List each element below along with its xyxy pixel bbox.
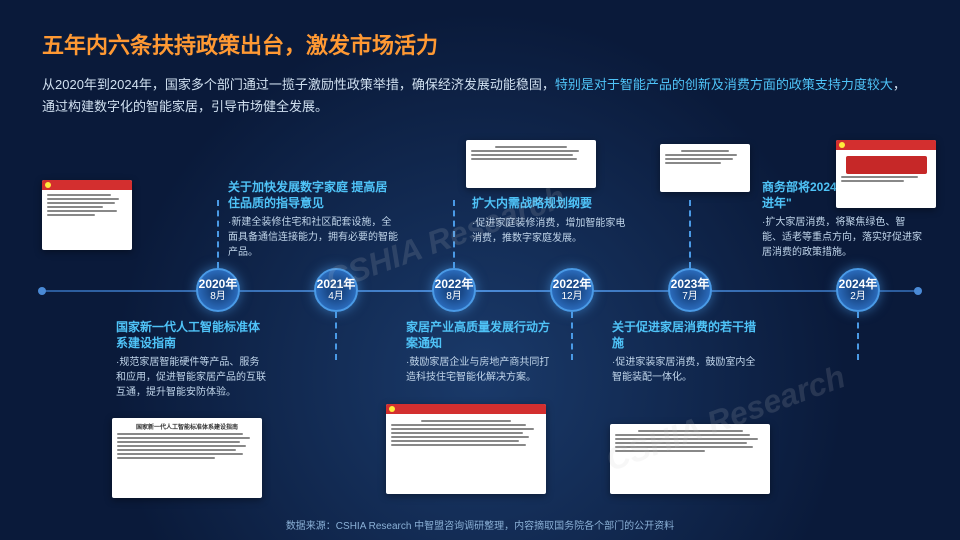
dash: [689, 200, 691, 268]
timeline-axis: [42, 290, 918, 292]
policy-3: 扩大内需战略规划纲要 ·促进家庭装修消费，增加智能家电消费，推数字家庭发展。: [472, 196, 632, 246]
policy-desc: ·规范家居智能硬件等产品、服务和应用，促进智能家居产品的互联互通，提升智能安防体…: [116, 355, 266, 400]
dash: [571, 312, 573, 360]
node-2022-12: 2022年12月: [550, 268, 594, 312]
doc-thumb: [386, 404, 546, 494]
doc-thumb: [42, 180, 132, 250]
policy-title: 家居产业高质量发展行动方案通知: [406, 320, 556, 351]
main-title: 五年内六条扶持政策出台，激发市场活力: [42, 28, 918, 60]
dash: [453, 200, 455, 268]
policy-desc: ·扩大家居消费，将聚焦绿色、智能、适老等重点方向，落实好促进家居消费的政策措施。: [762, 215, 922, 260]
policy-2: 国家新一代人工智能标准体系建设指南 ·规范家居智能硬件等产品、服务和应用，促进智…: [116, 320, 266, 400]
policy-title: 国家新一代人工智能标准体系建设指南: [116, 320, 266, 351]
slide: 五年内六条扶持政策出台，激发市场活力 从2020年到2024年，国家多个部门通过…: [0, 0, 960, 540]
policy-desc: ·促进家装家居消费，鼓励室内全智能装配一体化。: [612, 355, 762, 385]
node-2022-08: 2022年8月: [432, 268, 476, 312]
doc-thumb: [836, 140, 936, 208]
policy-1: 关于加快发展数字家庭 提高居住品质的指导意见 ·新建全装修住宅和社区配套设施，全…: [228, 180, 398, 260]
node-2024-02: 2024年2月: [836, 268, 880, 312]
intro-highlight: 特别是对于智能产品的创新及消费方面的政策支持力度较大: [555, 77, 893, 92]
policy-desc: ·鼓励家居企业与房地产商共同打造科技住宅智能化解决方案。: [406, 355, 556, 385]
node-2021-04: 2021年4月: [314, 268, 358, 312]
footer-source: 数据来源：CSHIA Research 中智盟咨询调研整理，内容摘取国务院各个部…: [0, 517, 960, 532]
intro-p1: 从2020年到2024年，国家多个部门通过一揽子激励性政策举措，确保经济发展动能…: [42, 77, 555, 92]
policy-5: 关于促进家居消费的若干措施 ·促进家装家居消费，鼓励室内全智能装配一体化。: [612, 320, 762, 385]
policy-title: 关于促进家居消费的若干措施: [612, 320, 762, 351]
doc-thumb: 国家新一代人工智能标准体系建设指南: [112, 418, 262, 498]
dash: [857, 312, 859, 360]
dash: [335, 312, 337, 360]
policy-title: 关于加快发展数字家庭 提高居住品质的指导意见: [228, 180, 398, 211]
policy-desc: ·新建全装修住宅和社区配套设施，全面具备通信连接能力，拥有必要的智能产品。: [228, 215, 398, 260]
doc-thumb: [466, 140, 596, 188]
doc-thumb: [660, 144, 750, 192]
node-2020-08: 2020年8月: [196, 268, 240, 312]
node-2023-07: 2023年7月: [668, 268, 712, 312]
dash: [217, 200, 219, 268]
policy-desc: ·促进家庭装修消费，增加智能家电消费，推数字家庭发展。: [472, 216, 632, 246]
policy-4: 家居产业高质量发展行动方案通知 ·鼓励家居企业与房地产商共同打造科技住宅智能化解…: [406, 320, 556, 385]
policy-title: 扩大内需战略规划纲要: [472, 196, 632, 212]
doc-thumb: [610, 424, 770, 494]
intro-text: 从2020年到2024年，国家多个部门通过一揽子激励性政策举措，确保经济发展动能…: [42, 74, 918, 118]
